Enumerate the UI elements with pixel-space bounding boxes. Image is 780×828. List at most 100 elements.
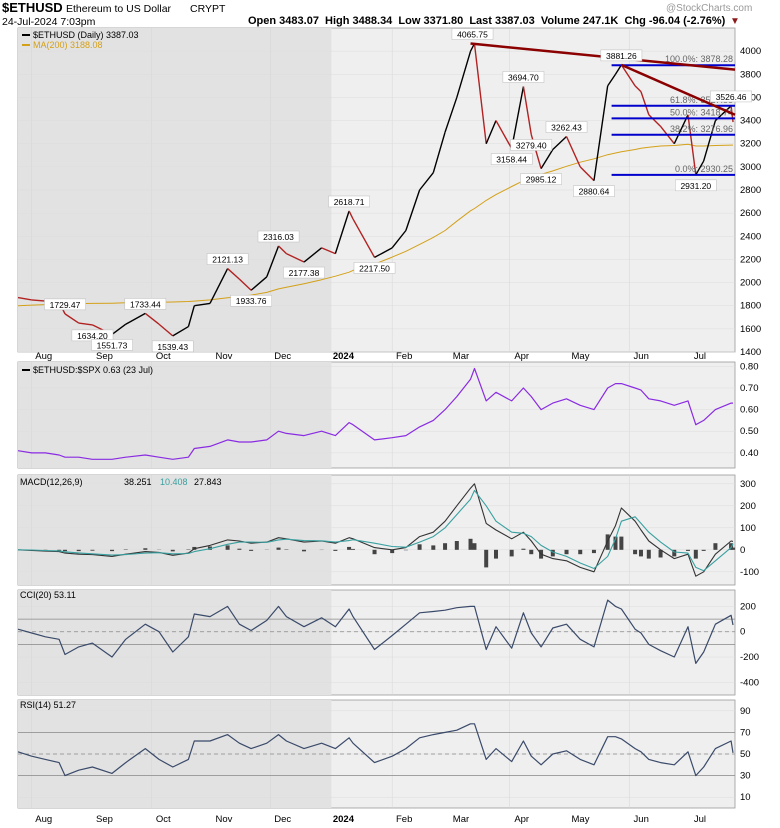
price-label: 2618.71 xyxy=(334,197,365,207)
macd-histogram-bar xyxy=(529,549,534,555)
x-tick-label: Aug xyxy=(35,351,52,362)
price-label-box xyxy=(124,298,167,310)
price-segment xyxy=(444,97,458,133)
macd-histogram-bar xyxy=(672,549,677,557)
price-label-box xyxy=(257,230,300,243)
price-label: 2316.03 xyxy=(263,232,294,242)
macd-histogram-bar xyxy=(225,545,230,550)
price-label: 2217.50 xyxy=(359,263,390,273)
price-label-box xyxy=(206,253,249,265)
watermark: @StockCharts.com xyxy=(666,3,753,14)
x-tick-label: 2024 xyxy=(333,814,355,825)
price-label-box xyxy=(490,153,533,165)
price-segment xyxy=(432,131,446,173)
macd-histogram-bar xyxy=(472,543,477,550)
macd-histogram-bar xyxy=(509,549,514,557)
price-segment xyxy=(510,86,525,149)
price-label-box xyxy=(328,195,370,208)
price-segment xyxy=(158,323,174,337)
price-label: 2931.20 xyxy=(680,181,711,191)
y-tick-label: 70 xyxy=(740,727,751,738)
price-segment xyxy=(607,73,617,87)
y-tick-label: 3000 xyxy=(740,162,761,173)
price-segment xyxy=(579,166,595,182)
macd-histogram-bar xyxy=(685,549,690,551)
x-tick-label: Feb xyxy=(396,351,412,362)
price-label: 1539.43 xyxy=(157,342,188,352)
price-segment xyxy=(209,268,229,304)
price-segment xyxy=(456,50,472,98)
fib-label: 100.0%: 3878.28 xyxy=(665,54,733,64)
macd-histogram-bar xyxy=(143,548,148,550)
price-segment xyxy=(391,230,407,249)
price-segment xyxy=(238,278,252,291)
symbol-exchange: CRYPT xyxy=(190,3,226,15)
legend-cci: CCI(20) 53.11 xyxy=(20,590,76,600)
price-label-box xyxy=(573,185,615,197)
price-segment xyxy=(702,120,717,162)
price-segment xyxy=(565,136,581,168)
cci-line xyxy=(17,599,734,665)
price-segment xyxy=(278,245,287,255)
price-label: 1733.44 xyxy=(130,299,161,309)
macd-histogram-bar xyxy=(521,548,526,550)
y-tick-label: 90 xyxy=(740,706,751,717)
x-tick-label: Mar xyxy=(453,351,469,362)
price-segment xyxy=(695,160,705,176)
y-tick-label: 3200 xyxy=(740,139,761,150)
price-segment xyxy=(522,86,532,135)
x-tick-label: Nov xyxy=(215,814,232,825)
y-tick-label: 100 xyxy=(740,523,756,534)
y-tick-label: -200 xyxy=(740,652,759,663)
macd-histogram-bar xyxy=(701,549,706,551)
price-segment xyxy=(374,247,393,259)
x-tick-label: May xyxy=(572,351,590,362)
price-segment xyxy=(125,312,146,325)
price-segment xyxy=(405,189,421,231)
x-tick-label: May xyxy=(572,814,590,825)
macd-histogram-bar xyxy=(390,549,395,554)
price-segment xyxy=(144,312,160,325)
price-segment xyxy=(172,325,189,337)
macd-histogram-bar xyxy=(57,549,62,551)
price-segment xyxy=(473,43,487,144)
macd-histogram-bar xyxy=(347,546,352,550)
y-tick-label: 0.40 xyxy=(740,448,759,459)
y-tick-label: 200 xyxy=(740,601,756,612)
price-segment xyxy=(64,313,80,324)
x-tick-label: Jun xyxy=(634,814,649,825)
x-tick-label: Aug xyxy=(35,814,52,825)
price-label: 3694.70 xyxy=(508,72,539,82)
macd-histogram-bar xyxy=(76,549,81,552)
macd-histogram-bar xyxy=(90,549,95,551)
price-label-box xyxy=(151,340,194,353)
price-segment xyxy=(194,302,211,307)
year-shade xyxy=(18,475,332,585)
rs-line xyxy=(17,367,733,460)
y-tick-label: 10 xyxy=(740,792,751,803)
x-tick-label: Oct xyxy=(156,814,171,825)
macd-histogram-bar xyxy=(454,541,459,550)
macd-histogram-bar xyxy=(484,549,489,568)
price-segment xyxy=(620,64,636,87)
price-label-box xyxy=(510,139,553,151)
x-tick-label: Dec xyxy=(274,351,291,362)
price-label: 2880.64 xyxy=(579,187,610,197)
macd-line xyxy=(17,483,734,577)
price-label: 2121.13 xyxy=(212,255,243,265)
price-label: 3279.40 xyxy=(516,141,547,151)
price-label: 4065.75 xyxy=(457,30,488,40)
legend-macd-signal-value: 10.408 xyxy=(160,477,188,487)
y-tick-label: 1600 xyxy=(740,324,761,335)
macd-histogram-bar xyxy=(578,549,583,555)
price-label-box xyxy=(91,339,133,351)
y-tick-label: 3800 xyxy=(740,69,761,80)
price-label: 3262.43 xyxy=(551,122,582,132)
legend-rsi: RSI(14) 51.27 xyxy=(20,700,76,710)
y-tick-label: 30 xyxy=(740,771,751,782)
price-segment xyxy=(250,276,268,291)
price-segment xyxy=(227,268,240,280)
y-tick-label: 2000 xyxy=(740,278,761,289)
price-segment xyxy=(334,210,350,254)
legend-macd: MACD(12,26,9) xyxy=(20,477,83,487)
